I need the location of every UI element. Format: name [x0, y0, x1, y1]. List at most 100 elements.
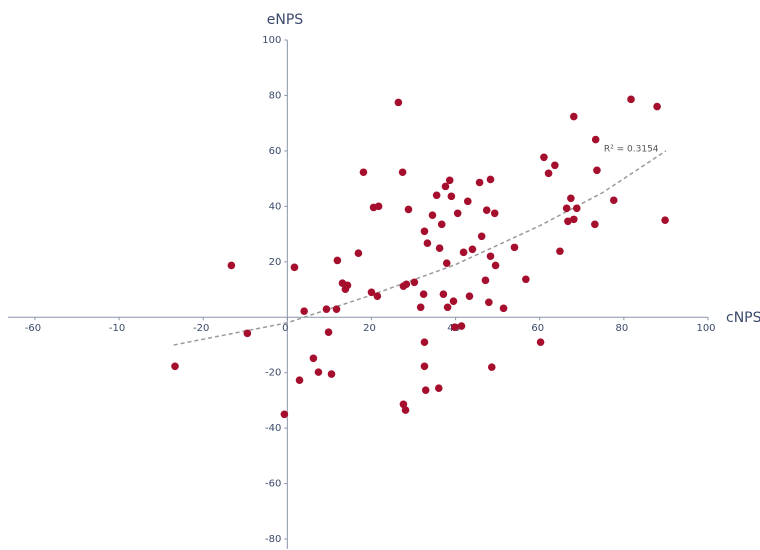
- x-tick-label: 80: [615, 323, 628, 334]
- point: [428, 211, 437, 220]
- point: [447, 192, 456, 201]
- x-tick-label: -60: [25, 323, 41, 334]
- point: [567, 194, 575, 203]
- point: [591, 220, 599, 229]
- y-tick-label: 60: [269, 146, 282, 157]
- point: [544, 169, 553, 178]
- y-tick-label: 40: [269, 201, 282, 212]
- point: [435, 244, 444, 253]
- point: [450, 323, 459, 332]
- y-tick-label: -20: [265, 368, 281, 379]
- point: [572, 204, 581, 213]
- point: [394, 98, 403, 107]
- r-squared-label: R² = 0.3154: [604, 144, 659, 154]
- point: [551, 161, 559, 170]
- point: [314, 368, 323, 376]
- x-tick-label: 100: [696, 323, 715, 334]
- x-tick-label: 20: [363, 323, 376, 334]
- point: [499, 304, 508, 313]
- x-tick-label: 0: [282, 323, 288, 334]
- y-tick-label: -80: [265, 534, 281, 545]
- point: [324, 328, 333, 337]
- point: [333, 256, 342, 265]
- point: [485, 298, 493, 307]
- point: [343, 281, 352, 290]
- point: [459, 248, 468, 257]
- point: [416, 303, 425, 312]
- point: [536, 338, 545, 346]
- point: [457, 322, 466, 330]
- point: [477, 232, 486, 241]
- point: [591, 135, 600, 144]
- point: [465, 292, 474, 300]
- point: [280, 410, 289, 419]
- point: [322, 305, 331, 313]
- point: [481, 276, 490, 285]
- point: [327, 370, 336, 378]
- point: [540, 153, 548, 162]
- point: [653, 102, 661, 111]
- point: [486, 175, 495, 184]
- point: [627, 95, 635, 104]
- point: [401, 406, 410, 414]
- point: [475, 178, 484, 187]
- point: [449, 297, 458, 305]
- point: [367, 288, 376, 297]
- point: [439, 290, 448, 299]
- point: [374, 202, 383, 211]
- point: [404, 205, 413, 214]
- point: [359, 168, 368, 177]
- point: [421, 386, 430, 394]
- point: [399, 400, 408, 409]
- y-tick-label: -40: [265, 423, 281, 434]
- y-axis-title: eNPS: [267, 12, 304, 28]
- point: [434, 384, 443, 393]
- point: [453, 209, 462, 218]
- point: [445, 176, 454, 185]
- point: [373, 292, 382, 300]
- point: [486, 252, 495, 261]
- point: [437, 220, 446, 229]
- point: [423, 239, 432, 248]
- point: [402, 280, 411, 289]
- point: [290, 263, 299, 272]
- point: [570, 215, 578, 224]
- point: [419, 290, 428, 299]
- y-tick-label: 80: [269, 90, 282, 101]
- trendline: [173, 150, 667, 346]
- point: [243, 329, 252, 338]
- point: [570, 112, 578, 121]
- point: [562, 204, 571, 213]
- point: [171, 362, 179, 371]
- y-tick-label: -60: [265, 479, 281, 490]
- point: [593, 166, 601, 175]
- x-tick-label: 60: [531, 323, 544, 334]
- point: [309, 354, 318, 363]
- point: [420, 362, 429, 371]
- point: [522, 275, 530, 284]
- point: [510, 243, 519, 252]
- y-tick-label: 100: [262, 35, 281, 46]
- point: [420, 338, 429, 346]
- point: [332, 305, 341, 313]
- point: [300, 307, 308, 315]
- point: [398, 168, 407, 177]
- point: [490, 209, 499, 218]
- point: [482, 206, 491, 215]
- point: [227, 261, 236, 270]
- point: [661, 216, 669, 225]
- point: [487, 363, 496, 371]
- point: [564, 217, 572, 226]
- point: [463, 197, 472, 206]
- x-axis-title: cNPS: [726, 310, 760, 326]
- point: [609, 196, 618, 205]
- point: [441, 182, 450, 191]
- point: [468, 245, 477, 254]
- point: [410, 278, 419, 287]
- point: [443, 303, 452, 312]
- x-tick-label: -10: [109, 323, 125, 334]
- point: [420, 227, 429, 236]
- point: [556, 247, 564, 256]
